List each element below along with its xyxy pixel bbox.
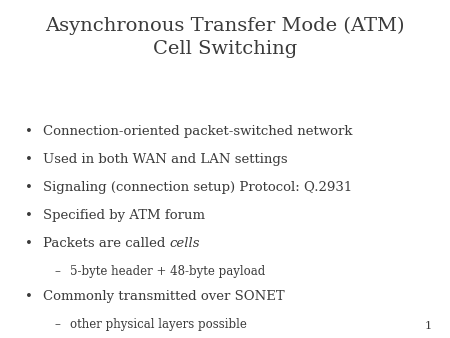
Text: Signaling (connection setup) Protocol: Q.2931: Signaling (connection setup) Protocol: Q… <box>43 181 352 194</box>
Text: •: • <box>25 209 32 222</box>
Text: Packets are called: Packets are called <box>43 237 169 250</box>
Text: •: • <box>25 181 32 194</box>
Text: –: – <box>54 265 60 278</box>
Text: •: • <box>25 125 32 138</box>
Text: Asynchronous Transfer Mode (ATM)
Cell Switching: Asynchronous Transfer Mode (ATM) Cell Sw… <box>45 17 405 58</box>
Text: Specified by ATM forum: Specified by ATM forum <box>43 209 205 222</box>
Text: other physical layers possible: other physical layers possible <box>70 318 247 331</box>
Text: 5-byte header + 48-byte payload: 5-byte header + 48-byte payload <box>70 265 265 278</box>
Text: –: – <box>54 318 60 331</box>
Text: •: • <box>25 237 32 250</box>
Text: 1: 1 <box>425 321 432 331</box>
Text: •: • <box>25 153 32 166</box>
Text: cells: cells <box>169 237 200 250</box>
Text: Used in both WAN and LAN settings: Used in both WAN and LAN settings <box>43 153 288 166</box>
Text: Connection-oriented packet-switched network: Connection-oriented packet-switched netw… <box>43 125 352 138</box>
Text: Commonly transmitted over SONET: Commonly transmitted over SONET <box>43 290 284 303</box>
Text: •: • <box>25 290 32 303</box>
